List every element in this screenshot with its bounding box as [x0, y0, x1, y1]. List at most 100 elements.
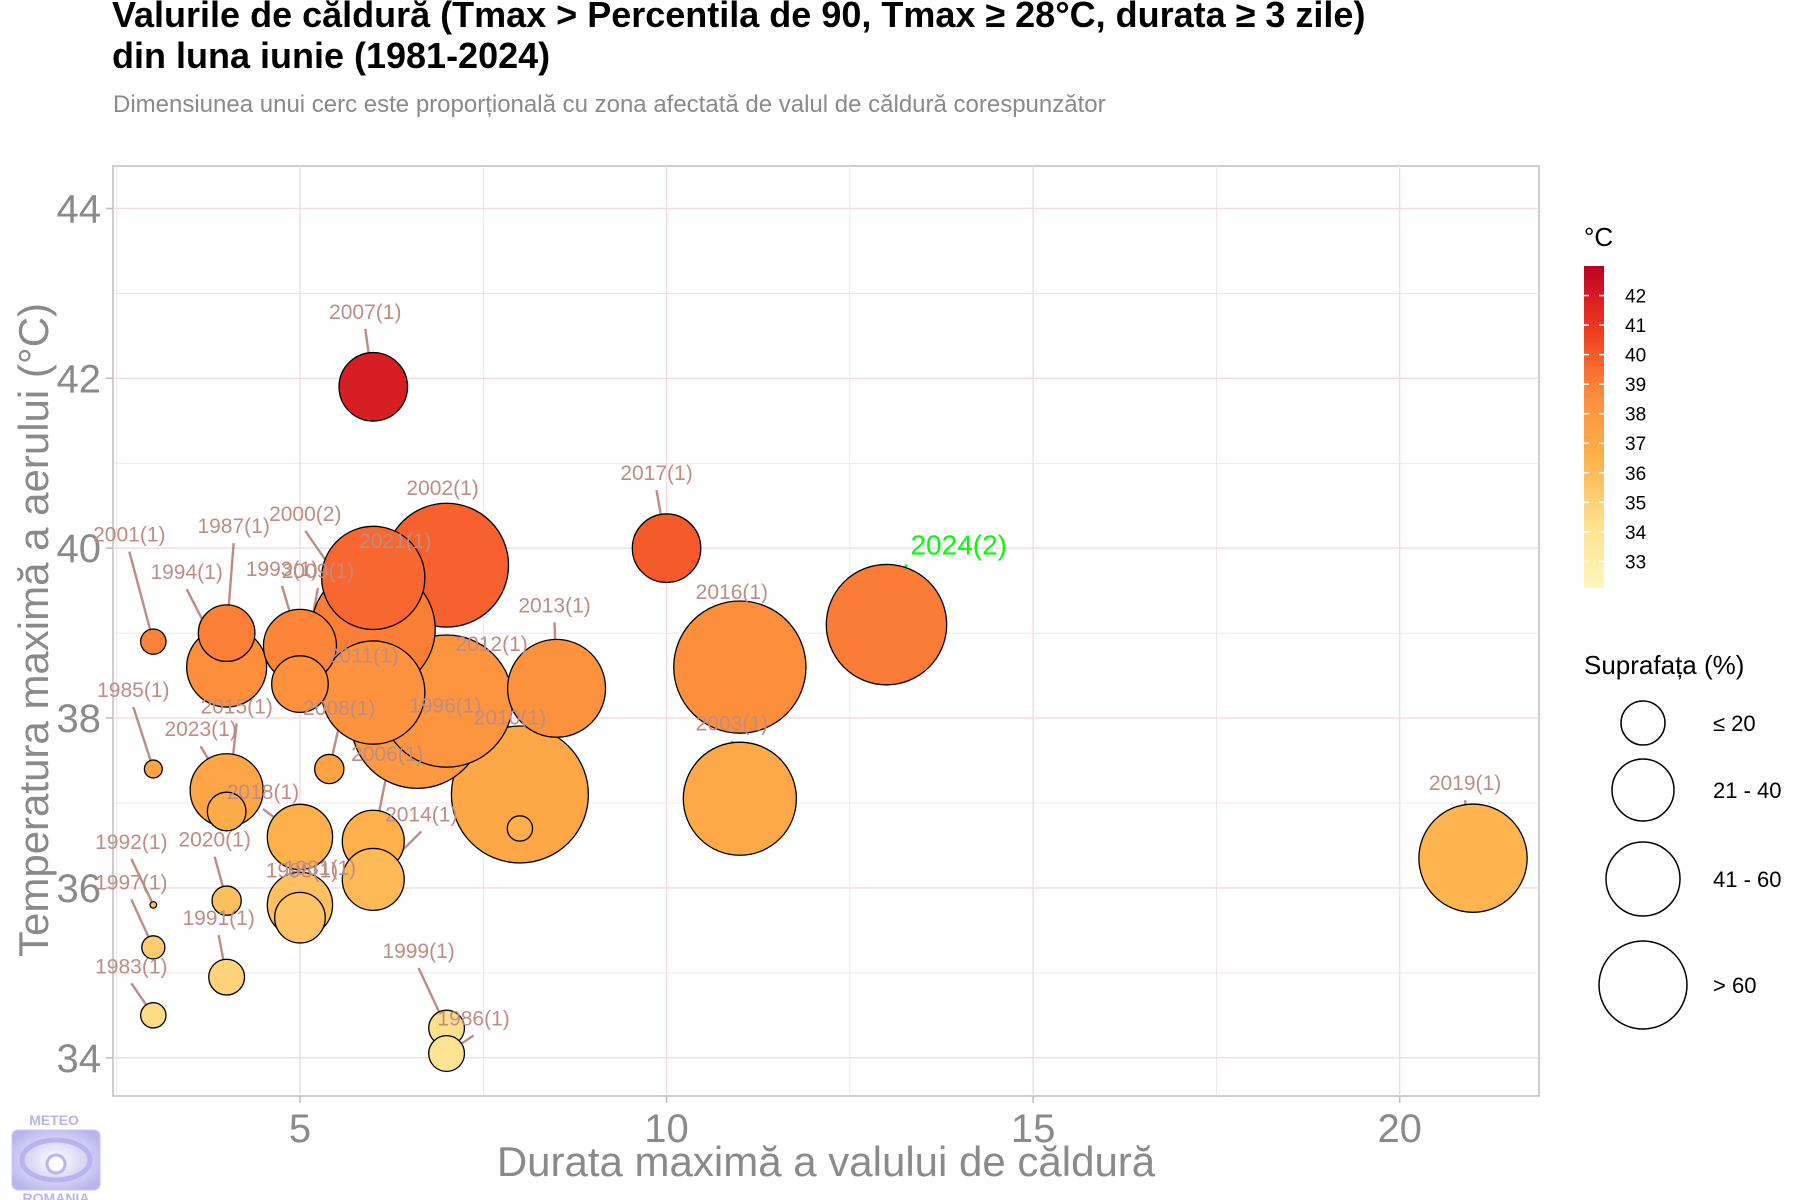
point-label: 2002(1)	[406, 477, 478, 500]
label-leader-line	[130, 858, 155, 906]
point-label: 1998(1)	[266, 860, 338, 883]
point-label: 1985(1)	[97, 679, 169, 702]
point-label: 2006(1)	[351, 743, 423, 766]
data-point	[673, 600, 807, 734]
logo-ring-icon	[19, 1137, 93, 1183]
y-axis-title: Temperatura maximă a aerului (°C)	[10, 303, 57, 957]
point-label: 2024(2)	[910, 530, 1007, 561]
data-point	[450, 725, 590, 864]
color-legend-tick-label: 39	[1625, 375, 1646, 396]
color-legend-tick-label: 36	[1625, 464, 1646, 485]
x-axis-ticks: 5 10 15 20	[289, 1096, 1422, 1151]
color-legend-title: °C	[1584, 222, 1613, 252]
point-label: 2013(1)	[518, 594, 590, 617]
point-label: 2018(1)	[227, 781, 299, 804]
point-label: 2021(1)	[359, 530, 431, 553]
data-point	[321, 525, 426, 631]
point-label: 1987(1)	[197, 515, 269, 538]
size-legend-label: 21 - 40	[1713, 778, 1782, 803]
logo-top-text: METEO	[29, 1112, 79, 1128]
point-label: 2017(1)	[620, 462, 692, 485]
y-tick-label: 44	[57, 187, 102, 231]
data-point	[211, 885, 242, 916]
data-points	[140, 351, 1528, 1073]
data-point	[271, 655, 329, 714]
size-legend-circle	[1598, 940, 1688, 1030]
point-label: 1992(1)	[95, 831, 167, 854]
x-tick-label: 5	[289, 1107, 311, 1151]
data-point	[341, 847, 405, 912]
point-label: 1981(1)	[284, 857, 356, 880]
data-point	[143, 759, 163, 779]
point-label: 1994(1)	[150, 561, 222, 584]
data-point	[274, 891, 326, 944]
data-point	[506, 815, 534, 842]
point-label: 2010(1)	[474, 706, 546, 729]
size-legend: Suprafața (%) ≤ 20 21 - 40 41 - 60 > 60	[1584, 650, 1782, 1030]
size-legend-items: ≤ 20 21 - 40 41 - 60 > 60	[1598, 700, 1782, 1030]
size-legend-label: 41 - 60	[1713, 867, 1782, 892]
chart-title-line1: Valurile de căldură (Tmax > Percentila d…	[112, 0, 1365, 35]
data-point	[266, 803, 334, 871]
chart-subtitle: Dimensiunea unui cerc este proporțională…	[113, 91, 1106, 118]
color-legend: °C 33 34 35 36 37 38 39 40 41 42	[1584, 222, 1647, 588]
chart-title-line2: din luna iunie (1981-2024)	[112, 35, 550, 76]
data-point	[314, 753, 345, 785]
x-tick-label: 15	[1011, 1107, 1056, 1151]
point-label: 2012(1)	[455, 633, 527, 656]
point-label: 1993(1)	[246, 558, 318, 581]
color-legend-tick-label: 38	[1625, 405, 1646, 426]
logo-sun-icon	[45, 1153, 67, 1175]
data-point	[338, 351, 409, 422]
point-label: 2016(1)	[696, 581, 768, 604]
y-tick-label: 40	[57, 527, 102, 571]
point-label: 2014(1)	[385, 803, 457, 826]
color-legend-tick-label: 42	[1625, 287, 1646, 308]
data-point	[506, 638, 607, 738]
point-label: 1997(1)	[95, 871, 167, 894]
color-legend-tick-label: 41	[1625, 316, 1646, 337]
point-label: 1991(1)	[182, 907, 254, 930]
data-point	[825, 563, 948, 686]
point-label: 2000(2)	[269, 503, 341, 526]
point-label: 2019(1)	[1429, 772, 1501, 795]
y-tick-label: 38	[57, 697, 102, 741]
point-label: 1986(1)	[437, 1008, 509, 1031]
logo-bottom-text: ROMANIA	[23, 1190, 90, 1200]
label-leader-line	[132, 706, 155, 770]
data-point	[140, 628, 167, 655]
data-point	[140, 1002, 167, 1029]
color-legend-tick-label: 40	[1625, 346, 1646, 367]
y-tick-label: 34	[57, 1037, 102, 1081]
color-legend-bar	[1584, 266, 1604, 588]
color-legend-ticks: 33 34 35 36 37 38 39 40 41 42	[1584, 287, 1647, 573]
point-label: 2003(1)	[696, 713, 768, 736]
color-legend-tick-label: 33	[1625, 552, 1646, 573]
point-label: 1999(1)	[382, 940, 454, 963]
size-legend-title: Suprafața (%)	[1584, 650, 1744, 680]
x-tick-label: 10	[644, 1107, 689, 1151]
size-legend-label: ≤ 20	[1713, 711, 1756, 736]
point-label: 2009(1)	[282, 560, 354, 583]
data-point	[208, 958, 246, 996]
point-label: 2015(1)	[200, 695, 272, 718]
data-point	[149, 900, 158, 909]
color-legend-tick-label: 34	[1625, 523, 1647, 544]
color-legend-tick-label: 37	[1625, 434, 1646, 455]
point-labels: 2007(1) 2017(1) 2024(2) 2002(1) 2021(1) 2000(…	[93, 301, 1501, 1031]
size-legend-label: > 60	[1713, 973, 1756, 998]
data-point	[631, 513, 702, 584]
point-label: 2011(1)	[328, 645, 399, 668]
data-point	[428, 1035, 466, 1073]
point-label: 2023(1)	[164, 718, 236, 741]
data-point	[197, 604, 256, 663]
data-point	[141, 935, 166, 960]
point-label: 2008(1)	[303, 697, 375, 720]
label-leader-line	[128, 551, 155, 642]
data-point	[682, 741, 798, 856]
data-point	[1418, 803, 1528, 913]
x-tick-label: 20	[1377, 1107, 1422, 1151]
point-label: 1996(1)	[409, 694, 481, 717]
point-label: 2001(1)	[93, 524, 165, 547]
